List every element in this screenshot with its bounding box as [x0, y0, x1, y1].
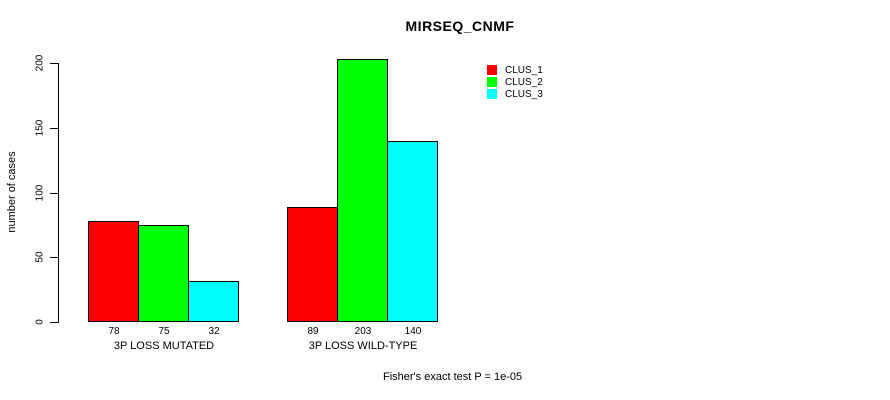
bar-value-label: 32	[208, 326, 220, 337]
y-tick-label: 100	[34, 184, 46, 202]
y-axis-title: number of cases	[6, 151, 18, 233]
bar-clus_3-1	[188, 281, 239, 322]
legend-item: CLUS_1	[487, 64, 543, 76]
legend-item: CLUS_3	[487, 88, 543, 100]
y-axis-line	[58, 63, 59, 323]
bar-value-label: 78	[108, 326, 120, 337]
legend-label: CLUS_1	[505, 64, 543, 76]
y-tick-mark	[50, 257, 58, 258]
y-tick-label: 150	[34, 119, 46, 137]
legend-label: CLUS_3	[505, 88, 543, 100]
bar-clus_1-2	[287, 207, 338, 322]
legend: CLUS_1 CLUS_2 CLUS_3	[487, 64, 543, 100]
bar-value-label: 89	[307, 326, 319, 337]
bar-value-label: 140	[404, 326, 422, 337]
footer-note: Fisher's exact test P = 1e-05	[383, 371, 523, 383]
bar-value-label: 75	[158, 326, 170, 337]
y-tick-mark	[50, 63, 58, 64]
chart-title: MIRSEQ_CNMF	[405, 18, 515, 34]
legend-item: CLUS_2	[487, 76, 543, 88]
category-label: 3P LOSS MUTATED	[113, 340, 215, 352]
y-tick-mark	[50, 193, 58, 194]
legend-swatch-icon	[487, 89, 497, 99]
y-tick-mark	[50, 128, 58, 129]
category-label: 3P LOSS WILD-TYPE	[308, 340, 418, 352]
bar-clus_2-1	[138, 225, 189, 322]
y-tick-label: 200	[34, 54, 46, 72]
bar-clus_1-1	[88, 221, 139, 322]
legend-swatch-icon	[487, 77, 497, 87]
bar-clus_3-2	[387, 141, 438, 322]
y-tick-mark	[50, 322, 58, 323]
bar-value-label: 203	[354, 326, 372, 337]
y-tick-label: 0	[34, 319, 46, 325]
y-tick-label: 50	[34, 251, 46, 263]
legend-swatch-icon	[487, 65, 497, 75]
bar-clus_2-2	[337, 59, 388, 322]
legend-label: CLUS_2	[505, 76, 543, 88]
